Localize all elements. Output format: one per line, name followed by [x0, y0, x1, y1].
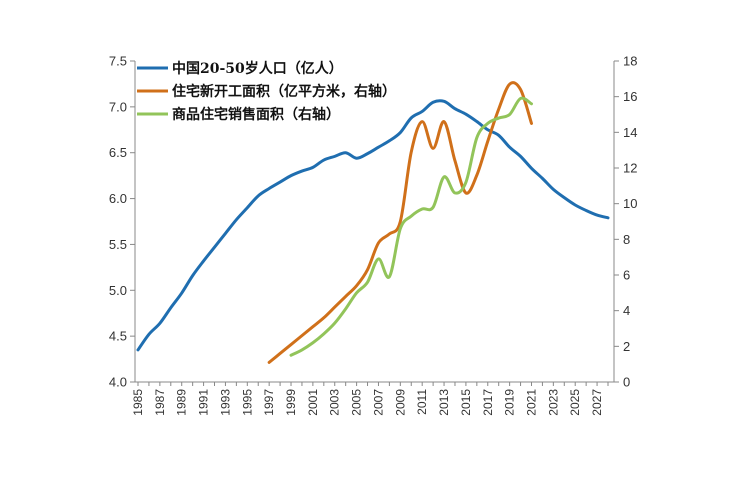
x-tick-label: 2003 — [328, 389, 342, 416]
right-tick-label: 4 — [623, 303, 630, 318]
sales-area-line — [289, 96, 533, 357]
x-tick-label: 2027 — [590, 389, 604, 416]
left-tick-label: 4.0 — [109, 375, 127, 390]
new-construction-line — [267, 81, 533, 364]
x-tick-label: 1995 — [240, 389, 254, 416]
left-tick-label: 6.0 — [109, 191, 127, 206]
x-tick-label: 2015 — [459, 389, 473, 416]
x-tick-label: 2025 — [568, 389, 582, 416]
population-line — [136, 99, 610, 352]
left-tick-label: 7.5 — [109, 54, 127, 69]
left-tick-label: 5.5 — [109, 237, 127, 252]
x-tick-label: 2009 — [393, 389, 407, 416]
right-tick-label: 14 — [623, 125, 637, 140]
right-tick-label: 12 — [623, 161, 637, 176]
legend: 中国20-50岁人口（亿人） 住宅新开工面积（亿平方米，右轴） 商品住宅销售面积（右… — [137, 60, 396, 123]
x-tick-label: 2007 — [371, 389, 385, 416]
x-tick-label: 2013 — [437, 389, 451, 416]
right-tick-label: 6 — [623, 268, 630, 283]
x-tick-label: 1991 — [197, 389, 211, 416]
left-tick-label: 7.0 — [109, 99, 127, 114]
legend-label: 商品住宅销售面积（右轴） — [172, 106, 340, 123]
x-tick-label: 2021 — [524, 389, 538, 416]
legend-label: 住宅新开工面积（亿平方米，右轴） — [172, 83, 396, 100]
x-tick-label: 2023 — [546, 389, 560, 416]
x-tick-label: 1987 — [153, 389, 167, 416]
x-tick-label: 2019 — [503, 389, 517, 416]
x-tick-label: 2005 — [350, 389, 364, 416]
right-tick-label: 0 — [623, 375, 630, 390]
right-tick-label: 18 — [623, 54, 637, 69]
right-tick-label: 10 — [623, 196, 637, 211]
left-tick-label: 6.5 — [109, 145, 127, 160]
x-tick-label: 1999 — [284, 389, 298, 416]
right-tick-label: 2 — [623, 339, 630, 354]
left-tick-label: 4.5 — [109, 329, 127, 344]
x-tick-label: 2011 — [415, 389, 429, 415]
x-tick-label: 2001 — [306, 389, 320, 416]
left-tick-label: 5.0 — [109, 283, 127, 298]
x-tick-label: 2017 — [481, 389, 495, 416]
legend-label: 中国20-50岁人口（亿人） — [172, 60, 343, 77]
right-tick-label: 16 — [623, 89, 637, 104]
x-tick-label: 1997 — [262, 389, 276, 416]
x-tick-label: 1993 — [218, 389, 232, 416]
right-tick-label: 8 — [623, 232, 630, 247]
x-tick-label: 1985 — [131, 389, 145, 416]
series-layer — [136, 81, 610, 364]
x-tick-label: 1989 — [175, 389, 189, 416]
axes: 4.0 4.5 5.0 5.5 6.0 6.5 7.0 7.5 0 2 4 6 8 10 12 14 16 18 1… — [109, 54, 638, 416]
